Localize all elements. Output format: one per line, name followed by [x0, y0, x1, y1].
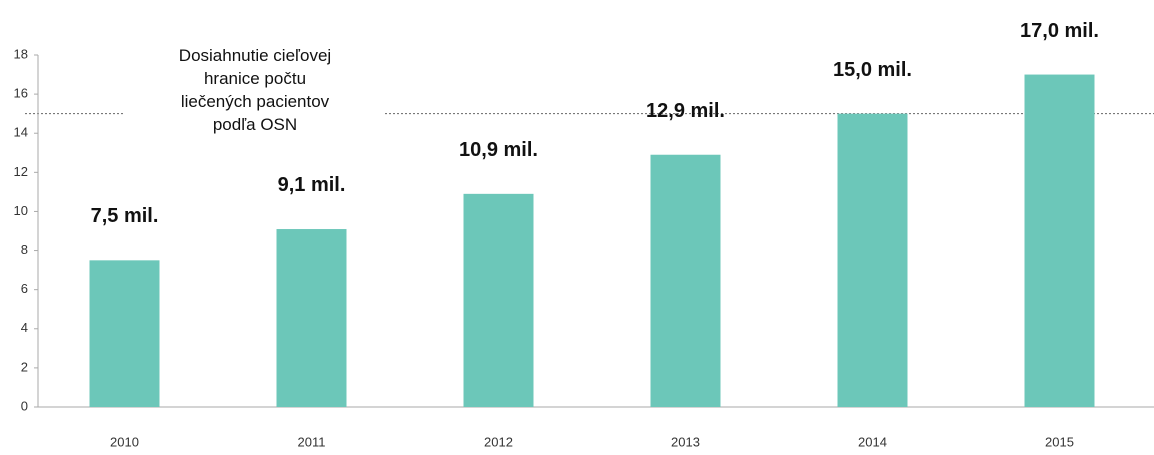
x-tick-label: 2010 — [110, 434, 139, 449]
bar — [89, 260, 160, 407]
value-label: 7,5 mil. — [90, 205, 159, 228]
y-tick-label: 0 — [21, 398, 28, 413]
annotation-line: podľa OSN — [212, 115, 298, 134]
value-label: 15,0 mil. — [833, 58, 912, 81]
value-label: 10,9 mil. — [459, 138, 538, 161]
annotation-line: hranice počtu — [203, 69, 307, 88]
value-label: 9,1 mil. — [277, 174, 346, 197]
y-tick-label: 8 — [21, 242, 28, 257]
bar — [837, 113, 908, 408]
y-tick-label: 12 — [14, 164, 28, 179]
value-label: 17,0 mil. — [1020, 19, 1099, 42]
y-tick-label: 6 — [21, 281, 28, 296]
bar — [1024, 74, 1095, 408]
annotation: Dosiahnutie cieľovej hranice počtu liečený… — [130, 44, 380, 136]
y-tick-label: 2 — [21, 359, 28, 374]
x-tick-label: 2013 — [671, 434, 700, 449]
y-tick-label: 18 — [14, 46, 28, 61]
y-tick-label: 16 — [14, 86, 28, 101]
y-tick-label: 10 — [14, 203, 28, 218]
bar — [650, 154, 721, 407]
bar — [463, 193, 534, 407]
x-tick-label: 2011 — [298, 434, 326, 449]
y-tick-label: 4 — [21, 320, 28, 335]
value-label: 12,9 mil. — [646, 99, 725, 122]
bar — [276, 229, 347, 407]
annotation-line: Dosiahnutie cieľovej — [178, 46, 332, 65]
annotation-line: liečených pacientov — [180, 92, 330, 111]
y-tick-label: 14 — [14, 125, 28, 140]
x-tick-label: 2012 — [484, 434, 513, 449]
x-tick-label: 2015 — [1045, 434, 1074, 449]
x-tick-label: 2014 — [858, 434, 887, 449]
